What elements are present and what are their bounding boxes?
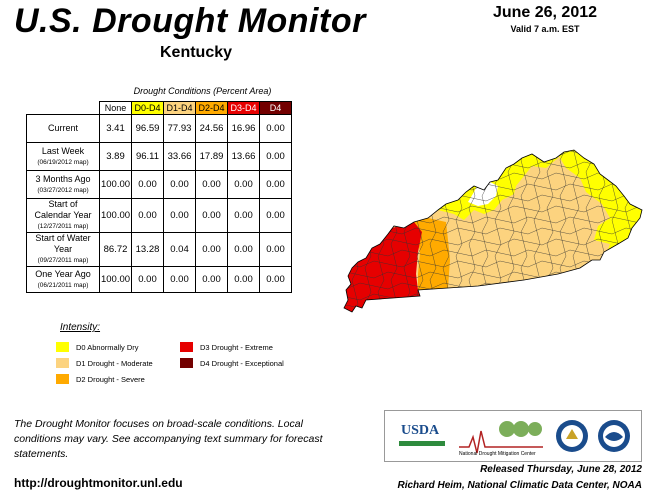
row-label-text: Current <box>47 123 78 133</box>
state-name: Kentucky <box>160 44 233 61</box>
legend-swatch <box>180 342 193 352</box>
legend-swatch <box>180 358 193 368</box>
table-header-row: None D0-D4 D1-D4 D2-D4 D3-D4 D4 <box>27 101 292 115</box>
table-cell: 0.04 <box>163 232 196 267</box>
table-cell: 86.72 <box>99 232 132 267</box>
table-cell: 100.00 <box>99 198 132 233</box>
legend-label: D0 Abnormally Dry <box>76 343 139 352</box>
legend-label: D2 Drought - Severe <box>76 375 145 384</box>
row-map-date: (09/27/2011 map) <box>37 257 89 264</box>
column-header-d1-d4: D1-D4 <box>163 101 196 115</box>
column-header-d2-d4: D2-D4 <box>195 101 228 115</box>
row-label: Start of Water Year (09/27/2011 map) <box>26 232 100 267</box>
table-cell: 0.00 <box>259 232 292 267</box>
kentucky-drought-map <box>343 149 643 313</box>
legend-label: D3 Drought - Extreme <box>200 343 273 352</box>
ndmc-logo-text: National Drought Mitigation Center <box>459 451 536 457</box>
row-label: One Year Ago (06/21/2011 map) <box>26 266 100 293</box>
table-cell: 3.41 <box>99 114 132 143</box>
release-date: Released Thursday, June 28, 2012 <box>480 464 642 475</box>
table-cell: 33.66 <box>163 142 196 171</box>
table-cell: 17.89 <box>195 142 228 171</box>
table-cell: 100.00 <box>99 170 132 199</box>
row-label: Current <box>26 114 100 143</box>
table-cell: 0.00 <box>259 142 292 171</box>
table-cell: 100.00 <box>99 266 132 293</box>
table-cell: 0.00 <box>195 232 228 267</box>
row-map-date: (03/27/2012 map) <box>37 186 89 194</box>
author-credit: Richard Heim, National Climatic Data Cen… <box>397 480 642 491</box>
legend-swatch <box>56 374 69 384</box>
table-cell: 24.56 <box>195 114 228 143</box>
table-cell: 0.00 <box>163 266 196 293</box>
table-cell: 0.00 <box>259 266 292 293</box>
column-header-none: None <box>99 101 132 115</box>
table-row: Last Week (06/19/2012 map) 3.89 96.11 33.66 1… <box>26 142 292 171</box>
legend-heading: Intensity: <box>60 322 101 333</box>
column-header-d3-d4: D3-D4 <box>227 101 260 115</box>
row-label: 3 Months Ago (03/27/2012 map) <box>26 170 100 199</box>
table-cell: 0.00 <box>195 198 228 233</box>
row-label-text: Start of Water Year <box>35 233 91 254</box>
row-label-text: Start of Calendar Year <box>34 199 92 220</box>
legend-swatch <box>56 358 69 368</box>
table-cell: 0.00 <box>227 232 260 267</box>
table-cell: 0.00 <box>259 114 292 143</box>
website-link[interactable]: http://droughtmonitor.unl.edu <box>14 476 183 490</box>
table-row: 3 Months Ago (03/27/2012 map) 100.00 0.00 0.… <box>26 170 292 199</box>
table-cell: 0.00 <box>195 266 228 293</box>
table-cell: 13.66 <box>227 142 260 171</box>
table-cell: 16.96 <box>227 114 260 143</box>
legend-label: D4 Drought - Exceptional <box>200 359 284 368</box>
table-row: Start of Calendar Year (12/27/2011 map) 10… <box>26 198 292 233</box>
d2-severe-area <box>414 218 450 290</box>
column-header-d0-d4: D0-D4 <box>131 101 164 115</box>
table-caption: Drought Conditions (Percent Area) <box>133 86 272 96</box>
legend-swatch <box>56 342 69 352</box>
table-cell: 0.00 <box>227 170 260 199</box>
valid-time: Valid 7 a.m. EST <box>510 24 580 34</box>
usda-logo: USDA <box>401 423 440 438</box>
table-cell: 0.00 <box>227 266 260 293</box>
table-cell: 0.00 <box>227 198 260 233</box>
partner-logos: USDA National Drought Mitigation Center <box>384 410 642 462</box>
d3-extreme-area <box>344 222 422 312</box>
table-row: One Year Ago (06/21/2011 map) 100.00 0.00 0.… <box>26 266 292 293</box>
table-cell: 0.00 <box>163 170 196 199</box>
table-cell: 0.00 <box>259 170 292 199</box>
table-cell: 0.00 <box>131 266 164 293</box>
disclaimer-note: The Drought Monitor focuses on broad-sca… <box>14 418 323 460</box>
column-header-d4: D4 <box>259 101 292 115</box>
row-map-date: (12/27/2011 map) <box>37 223 89 230</box>
row-map-date: (06/19/2012 map) <box>37 158 89 166</box>
table-cell: 13.28 <box>131 232 164 267</box>
map-title: U.S. Drought Monitor <box>14 2 366 40</box>
table-cell: 0.00 <box>163 198 196 233</box>
table-cell: 96.59 <box>131 114 164 143</box>
drought-conditions-table: None D0-D4 D1-D4 D2-D4 D3-D4 D4 Current 3.41 96… <box>26 101 292 293</box>
row-map-date: (06/21/2011 map) <box>37 281 89 289</box>
ndmc-logo: National Drought Mitigation Center <box>459 421 543 457</box>
table-cell: 3.89 <box>99 142 132 171</box>
legend-label: D1 Drought - Moderate <box>76 359 153 368</box>
table-row: Start of Water Year (09/27/2011 map) 86.72… <box>26 232 292 267</box>
state-outline <box>343 149 643 313</box>
table-cell: 77.93 <box>163 114 196 143</box>
table-cell: 0.00 <box>195 170 228 199</box>
table-cell: 0.00 <box>259 198 292 233</box>
row-label-text: Last Week <box>41 145 85 156</box>
row-label-text: One Year Ago <box>35 268 91 279</box>
table-cell: 96.11 <box>131 142 164 171</box>
commerce-seal-icon <box>556 420 588 452</box>
usda-logo-bar <box>399 441 445 446</box>
row-label-text: 3 Months Ago <box>35 173 91 184</box>
row-label: Last Week (06/19/2012 map) <box>26 142 100 171</box>
noaa-logo-icon <box>598 420 630 452</box>
row-label: Start of Calendar Year (12/27/2011 map) <box>26 198 100 233</box>
table-cell: 0.00 <box>131 198 164 233</box>
table-row: Current 3.41 96.59 77.93 24.56 16.96 0.00 <box>26 114 292 143</box>
map-date: June 26, 2012 <box>492 4 598 21</box>
table-cell: 0.00 <box>131 170 164 199</box>
